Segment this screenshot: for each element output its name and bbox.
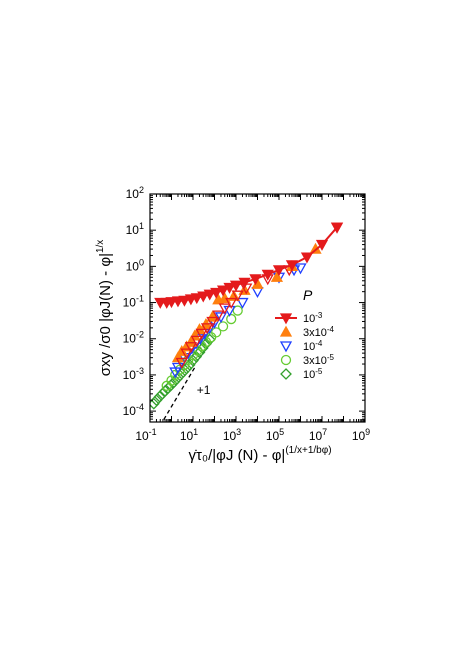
data-point (223, 282, 236, 294)
data-point (249, 274, 262, 286)
y-tick-label: 102 (126, 185, 144, 201)
data-point (184, 342, 198, 354)
legend-label: 3x10-4 (303, 325, 335, 339)
plot-marks (150, 222, 344, 422)
axes: 10-1 101 103 105 107 109 10-4 10-3 10-2 10-1 100 10… (123, 185, 371, 443)
series-10-3 (154, 222, 344, 309)
data-point (180, 348, 193, 360)
data-point (150, 394, 163, 407)
y-tick-label: 10-1 (123, 294, 144, 310)
legend-marker (279, 341, 293, 353)
legend-marker (279, 325, 293, 337)
data-point (272, 265, 286, 277)
data-point (231, 290, 244, 302)
legend-entry-3x10-4: 3x10-4 (279, 325, 335, 339)
y-tick-label: 100 (126, 257, 144, 273)
slope-line (161, 367, 196, 422)
data-point (218, 303, 231, 315)
data-point (184, 335, 198, 347)
data-point (171, 362, 185, 374)
data-point (330, 222, 344, 234)
data-point (212, 310, 225, 322)
data-point (175, 357, 188, 369)
data-point (159, 385, 171, 397)
data-point (261, 269, 274, 281)
series-3x10-5 (161, 305, 243, 391)
legend-entry-10-3: 10-3 (275, 311, 323, 325)
data-point (251, 287, 264, 298)
data-point (195, 328, 208, 340)
axis-labels: +1 γ̇τ₀/|φJ (N) - φ|(1/x+1/bφ) σxy /σ0 |φJ… (95, 240, 332, 464)
y-tick-label: 10-2 (123, 330, 144, 346)
legend-entry-3x10-5: 3x10-5 (280, 353, 335, 367)
data-point (225, 297, 238, 309)
y-axis-label: σxy /σ0 |φJ(N) - φ|1/x (95, 240, 114, 377)
data-point (270, 270, 284, 282)
data-point (223, 305, 236, 317)
data-point (206, 310, 219, 322)
legend-label: 10-3 (303, 311, 323, 325)
legend-marker (279, 313, 293, 325)
data-point (294, 263, 307, 275)
data-point (178, 295, 191, 307)
data-point (210, 287, 223, 299)
data-point (214, 312, 228, 324)
x-tick-label: 105 (266, 427, 284, 443)
y-tick-label: 10-3 (123, 366, 144, 382)
data-point (156, 387, 169, 400)
data-point (200, 323, 214, 335)
slope-annotation: +1 (197, 383, 211, 397)
data-point (217, 321, 229, 332)
data-point (183, 358, 196, 371)
data-point (285, 260, 299, 272)
legend-marker (280, 354, 292, 366)
x-tick-label: 107 (309, 427, 327, 443)
data-point (216, 285, 230, 297)
x-tick-label: 101 (180, 427, 198, 443)
data-point (171, 372, 183, 385)
data-point (190, 293, 203, 305)
legend-label: 3x10-5 (303, 353, 335, 367)
legend-title: P (303, 287, 313, 303)
data-point (203, 289, 216, 301)
x-tick-label: 103 (223, 427, 241, 443)
data-point (236, 297, 249, 309)
data-point (238, 277, 251, 289)
x-tick-label: 10-1 (135, 427, 156, 443)
legend-label: 10-5 (303, 367, 323, 381)
legend-entry-10-5: 10-5 (280, 367, 323, 381)
legend-marker (280, 368, 292, 380)
data-point (168, 376, 180, 389)
legend-entry-10-4: 10-4 (279, 339, 323, 353)
legend-label: 10-4 (303, 339, 323, 353)
data-point (153, 390, 166, 403)
data-point (211, 327, 222, 338)
data-point (300, 252, 314, 264)
data-point (206, 316, 219, 328)
data-point (229, 280, 243, 292)
data-point (197, 291, 210, 303)
data-point (226, 313, 237, 325)
y-tick-label: 101 (126, 221, 144, 237)
y-tick-label: 10-4 (123, 402, 144, 418)
data-point (315, 239, 329, 251)
data-point (232, 305, 243, 316)
x-tick-label: 109 (352, 427, 370, 443)
data-point (190, 335, 203, 347)
x-axis-label: γ̇τ₀/|φJ (N) - φ|(1/x+1/bφ) (188, 445, 331, 464)
